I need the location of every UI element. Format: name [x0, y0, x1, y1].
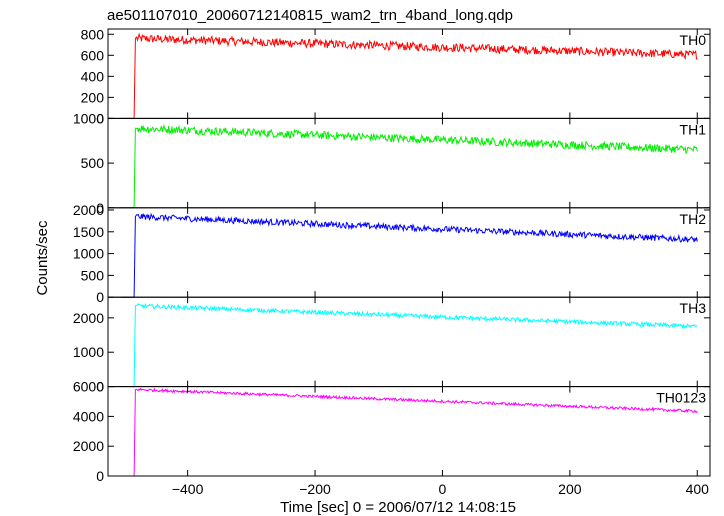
x-axis-label: Time [sec] 0 = 2006/07/12 14:08:15 — [280, 499, 516, 516]
y-axis-label: Counts/sec — [34, 220, 51, 296]
x-tick-label: 400 — [686, 481, 710, 497]
y-tick-label: 0 — [96, 379, 104, 395]
series-line-th1 — [120, 123, 698, 209]
y-tick-label: 2000 — [73, 310, 104, 326]
y-tick-label: 0 — [96, 468, 104, 484]
panel-frame — [107, 296, 711, 388]
y-tick-label: 2000 — [73, 438, 104, 454]
panel-frame — [107, 386, 711, 477]
x-tick-label: −200 — [299, 481, 331, 497]
y-tick-label: 500 — [81, 155, 105, 171]
panel-th0: 0 200 400 600 800 TH0 — [81, 26, 711, 126]
y-tick-label: 4000 — [73, 408, 104, 424]
x-tick-label: 200 — [558, 481, 582, 497]
y-tick-label: 400 — [81, 68, 105, 84]
y-tick-label: 6000 — [73, 379, 104, 395]
panel-th0123: 0 2000 4000 6000 TH0123 — [73, 379, 711, 484]
panel-frame — [107, 117, 711, 209]
panel-frame — [107, 28, 711, 119]
x-axis: −400 −200 0 200 400 — [172, 481, 709, 497]
y-tick-label: 200 — [81, 89, 105, 105]
y-tick-label: 1000 — [73, 110, 104, 126]
series-line-th2 — [120, 212, 698, 298]
x-tick-label: −400 — [172, 481, 204, 497]
y-tick-label: 1000 — [73, 246, 104, 262]
panel-label-th2: TH2 — [680, 211, 707, 227]
panel-frame — [107, 207, 711, 298]
panel-label-th3: TH3 — [680, 300, 707, 316]
y-tick-label: 1000 — [73, 344, 104, 360]
y-tick-label: 500 — [81, 267, 105, 283]
panel-th1: 0 500 1000 TH1 — [73, 110, 711, 216]
y-tick-label: 1500 — [73, 224, 104, 240]
series-line-th0123 — [120, 387, 698, 477]
y-tick-label: 800 — [81, 26, 105, 42]
x-tick-label: 0 — [439, 481, 447, 497]
y-tick-label: 0 — [96, 110, 104, 126]
y-tick-label: 0 — [96, 289, 104, 305]
panel-th2: 0 500 1000 1500 2000 TH2 — [73, 202, 711, 305]
y-tick-label: 0 — [96, 200, 104, 216]
panel-th3: 0 1000 2000 TH3 — [73, 296, 711, 395]
panel-label-th0123: TH0123 — [656, 390, 706, 406]
series-line-th3 — [120, 302, 698, 388]
series-line-th0 — [120, 32, 698, 119]
panels-group: 0 200 400 600 800 TH0 0 500 1000 TH1 0 500 1000 1500 2… — [73, 26, 711, 484]
chart-title: ae501107010_20060712140815_wam2_trn_4ban… — [107, 7, 513, 24]
y-tick-label: 2000 — [73, 202, 104, 218]
panel-label-th1: TH1 — [680, 121, 707, 137]
y-tick-label: 600 — [81, 47, 105, 63]
panel-label-th0: TH0 — [680, 32, 707, 48]
